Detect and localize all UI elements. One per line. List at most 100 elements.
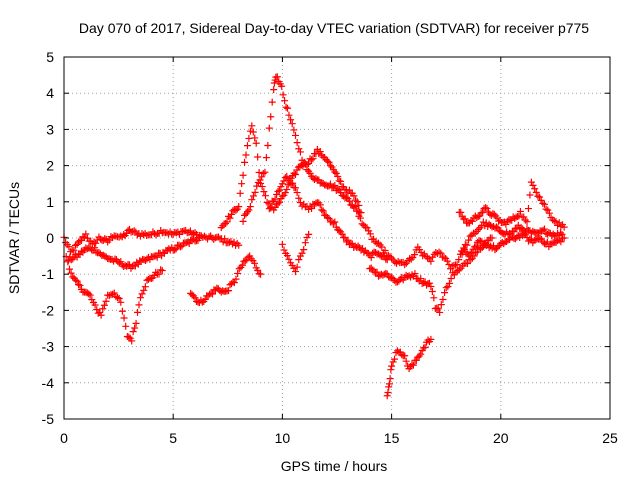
data-point <box>285 111 293 119</box>
data-point <box>290 126 298 134</box>
data-point <box>115 294 123 302</box>
data-point <box>502 220 510 228</box>
data-point <box>309 155 317 163</box>
data-point <box>434 305 442 313</box>
data-point <box>443 257 451 265</box>
data-point <box>411 251 419 259</box>
data-point <box>366 230 374 238</box>
data-point <box>428 287 436 295</box>
data-point <box>117 298 125 306</box>
data-point <box>523 218 531 226</box>
data-point <box>455 266 463 274</box>
data-point <box>524 205 532 213</box>
data-point <box>123 229 131 237</box>
data-point <box>365 227 373 235</box>
data-point <box>241 257 249 265</box>
data-point <box>437 301 445 309</box>
data-point <box>70 246 78 254</box>
data-point <box>384 388 392 396</box>
data-point <box>134 308 142 316</box>
data-point <box>251 188 259 196</box>
data-point <box>296 148 304 156</box>
series-afternoon-main <box>355 212 566 273</box>
data-point <box>536 193 544 201</box>
data-point <box>100 301 108 309</box>
data-point <box>445 261 453 269</box>
data-point <box>298 249 306 257</box>
data-point <box>293 189 301 197</box>
data-point <box>465 236 473 244</box>
data-point <box>251 259 259 267</box>
data-point <box>557 238 565 246</box>
data-point <box>326 162 334 170</box>
series-mid-hump <box>217 122 363 232</box>
data-point <box>355 201 363 209</box>
data-point <box>545 209 553 217</box>
y-tick-label: -3 <box>42 339 55 355</box>
data-point <box>381 246 389 254</box>
series-outlier-segment <box>383 335 435 400</box>
data-point <box>171 246 179 254</box>
data-point <box>65 243 73 251</box>
data-point <box>516 207 524 215</box>
data-point <box>540 200 548 208</box>
data-point <box>318 206 326 214</box>
data-point <box>409 361 417 369</box>
data-point <box>435 248 443 256</box>
data-point <box>287 180 295 188</box>
data-point <box>67 269 75 277</box>
data-point <box>356 214 364 222</box>
data-point <box>338 230 346 238</box>
y-tick-label: 0 <box>46 230 54 246</box>
data-point <box>252 139 260 147</box>
y-tick-label: -5 <box>42 411 55 427</box>
data-point <box>550 217 558 225</box>
data-point <box>287 116 295 124</box>
data-point <box>230 238 238 246</box>
data-point <box>490 210 498 218</box>
data-point <box>239 217 247 225</box>
data-point <box>337 189 345 197</box>
data-point <box>129 328 137 336</box>
data-point <box>221 235 229 243</box>
data-point <box>246 203 254 211</box>
data-point <box>466 232 474 240</box>
y-tick-label: 3 <box>46 121 54 137</box>
data-point <box>275 198 283 206</box>
data-point <box>193 230 201 238</box>
data-point <box>455 256 463 264</box>
data-point <box>249 192 257 200</box>
data-point <box>274 200 282 208</box>
data-point <box>430 294 438 302</box>
data-point <box>542 205 550 213</box>
data-point <box>223 218 231 226</box>
data-point <box>118 307 126 315</box>
data-point <box>235 203 243 211</box>
data-point <box>537 196 545 204</box>
data-point <box>225 287 233 295</box>
data-point <box>234 269 242 277</box>
data-point <box>258 173 266 181</box>
data-point <box>99 305 107 313</box>
grid-lines <box>64 57 610 419</box>
data-point <box>242 151 250 159</box>
data-point <box>73 277 81 285</box>
data-point <box>289 179 297 187</box>
data-point <box>472 242 480 250</box>
data-point <box>82 230 90 238</box>
data-point <box>347 239 355 247</box>
x-tick-label: 0 <box>60 430 68 446</box>
y-tick-label: 1 <box>46 194 54 210</box>
data-point <box>436 308 444 316</box>
data-point <box>274 187 282 195</box>
data-point <box>278 82 286 90</box>
data-point <box>283 252 291 260</box>
data-point <box>267 204 275 212</box>
data-point <box>292 268 300 276</box>
data-point <box>117 258 125 266</box>
data-point <box>263 198 271 206</box>
data-point <box>155 270 163 278</box>
data-point <box>130 227 138 235</box>
data-point <box>342 193 350 201</box>
data-point <box>334 185 342 193</box>
